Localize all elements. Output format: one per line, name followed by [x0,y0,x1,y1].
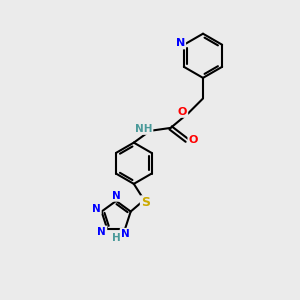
Text: NH: NH [135,124,152,134]
Text: H: H [112,233,121,243]
Text: N: N [92,204,101,214]
Text: N: N [176,38,185,48]
Text: N: N [112,190,121,201]
Text: N: N [121,229,130,239]
Text: S: S [141,196,150,209]
Text: O: O [189,135,198,145]
Text: N: N [98,226,106,237]
Text: O: O [178,107,187,117]
